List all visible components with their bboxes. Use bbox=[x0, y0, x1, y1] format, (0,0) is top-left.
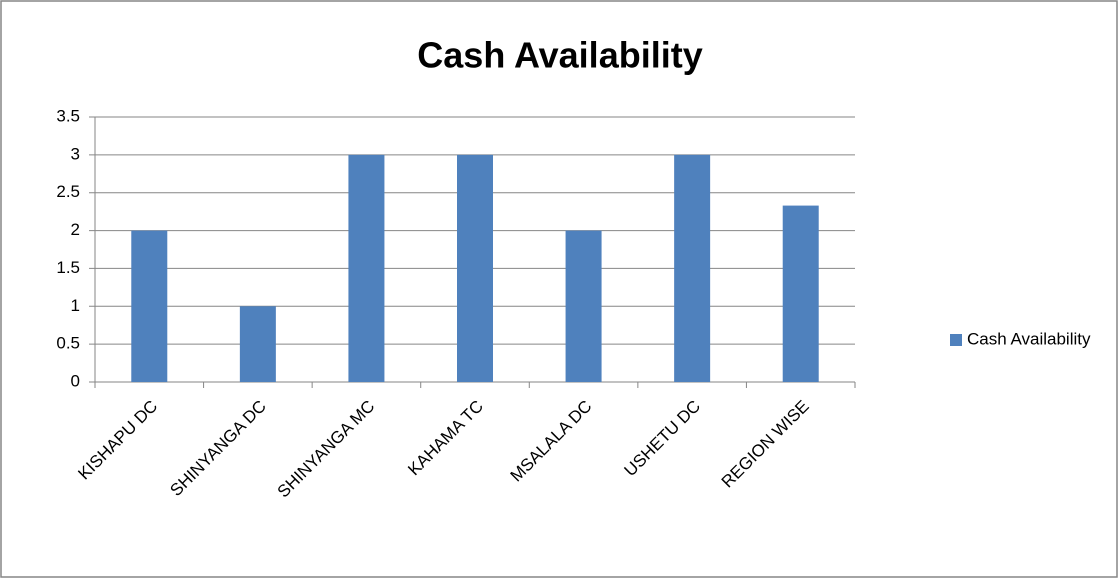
y-tick-label: 1 bbox=[71, 296, 80, 315]
y-tick-label: 2.5 bbox=[56, 182, 80, 201]
bar bbox=[348, 154, 385, 382]
bar bbox=[565, 230, 602, 382]
bar bbox=[782, 205, 819, 382]
y-tick-label: 1.5 bbox=[56, 258, 80, 277]
y-tick-label: 0.5 bbox=[56, 334, 80, 353]
legend-swatch bbox=[950, 334, 962, 346]
y-tick-label: 2 bbox=[71, 220, 80, 239]
legend-label: Cash Availability bbox=[967, 329, 1091, 348]
bar bbox=[239, 306, 276, 382]
bar bbox=[131, 230, 168, 382]
bar bbox=[457, 154, 493, 382]
y-tick-label: 3 bbox=[71, 144, 80, 163]
bar bbox=[674, 154, 711, 382]
y-tick-label: 0 bbox=[71, 371, 80, 390]
y-tick-label: 3.5 bbox=[56, 106, 80, 125]
chart-title: Cash Availability bbox=[417, 35, 702, 76]
